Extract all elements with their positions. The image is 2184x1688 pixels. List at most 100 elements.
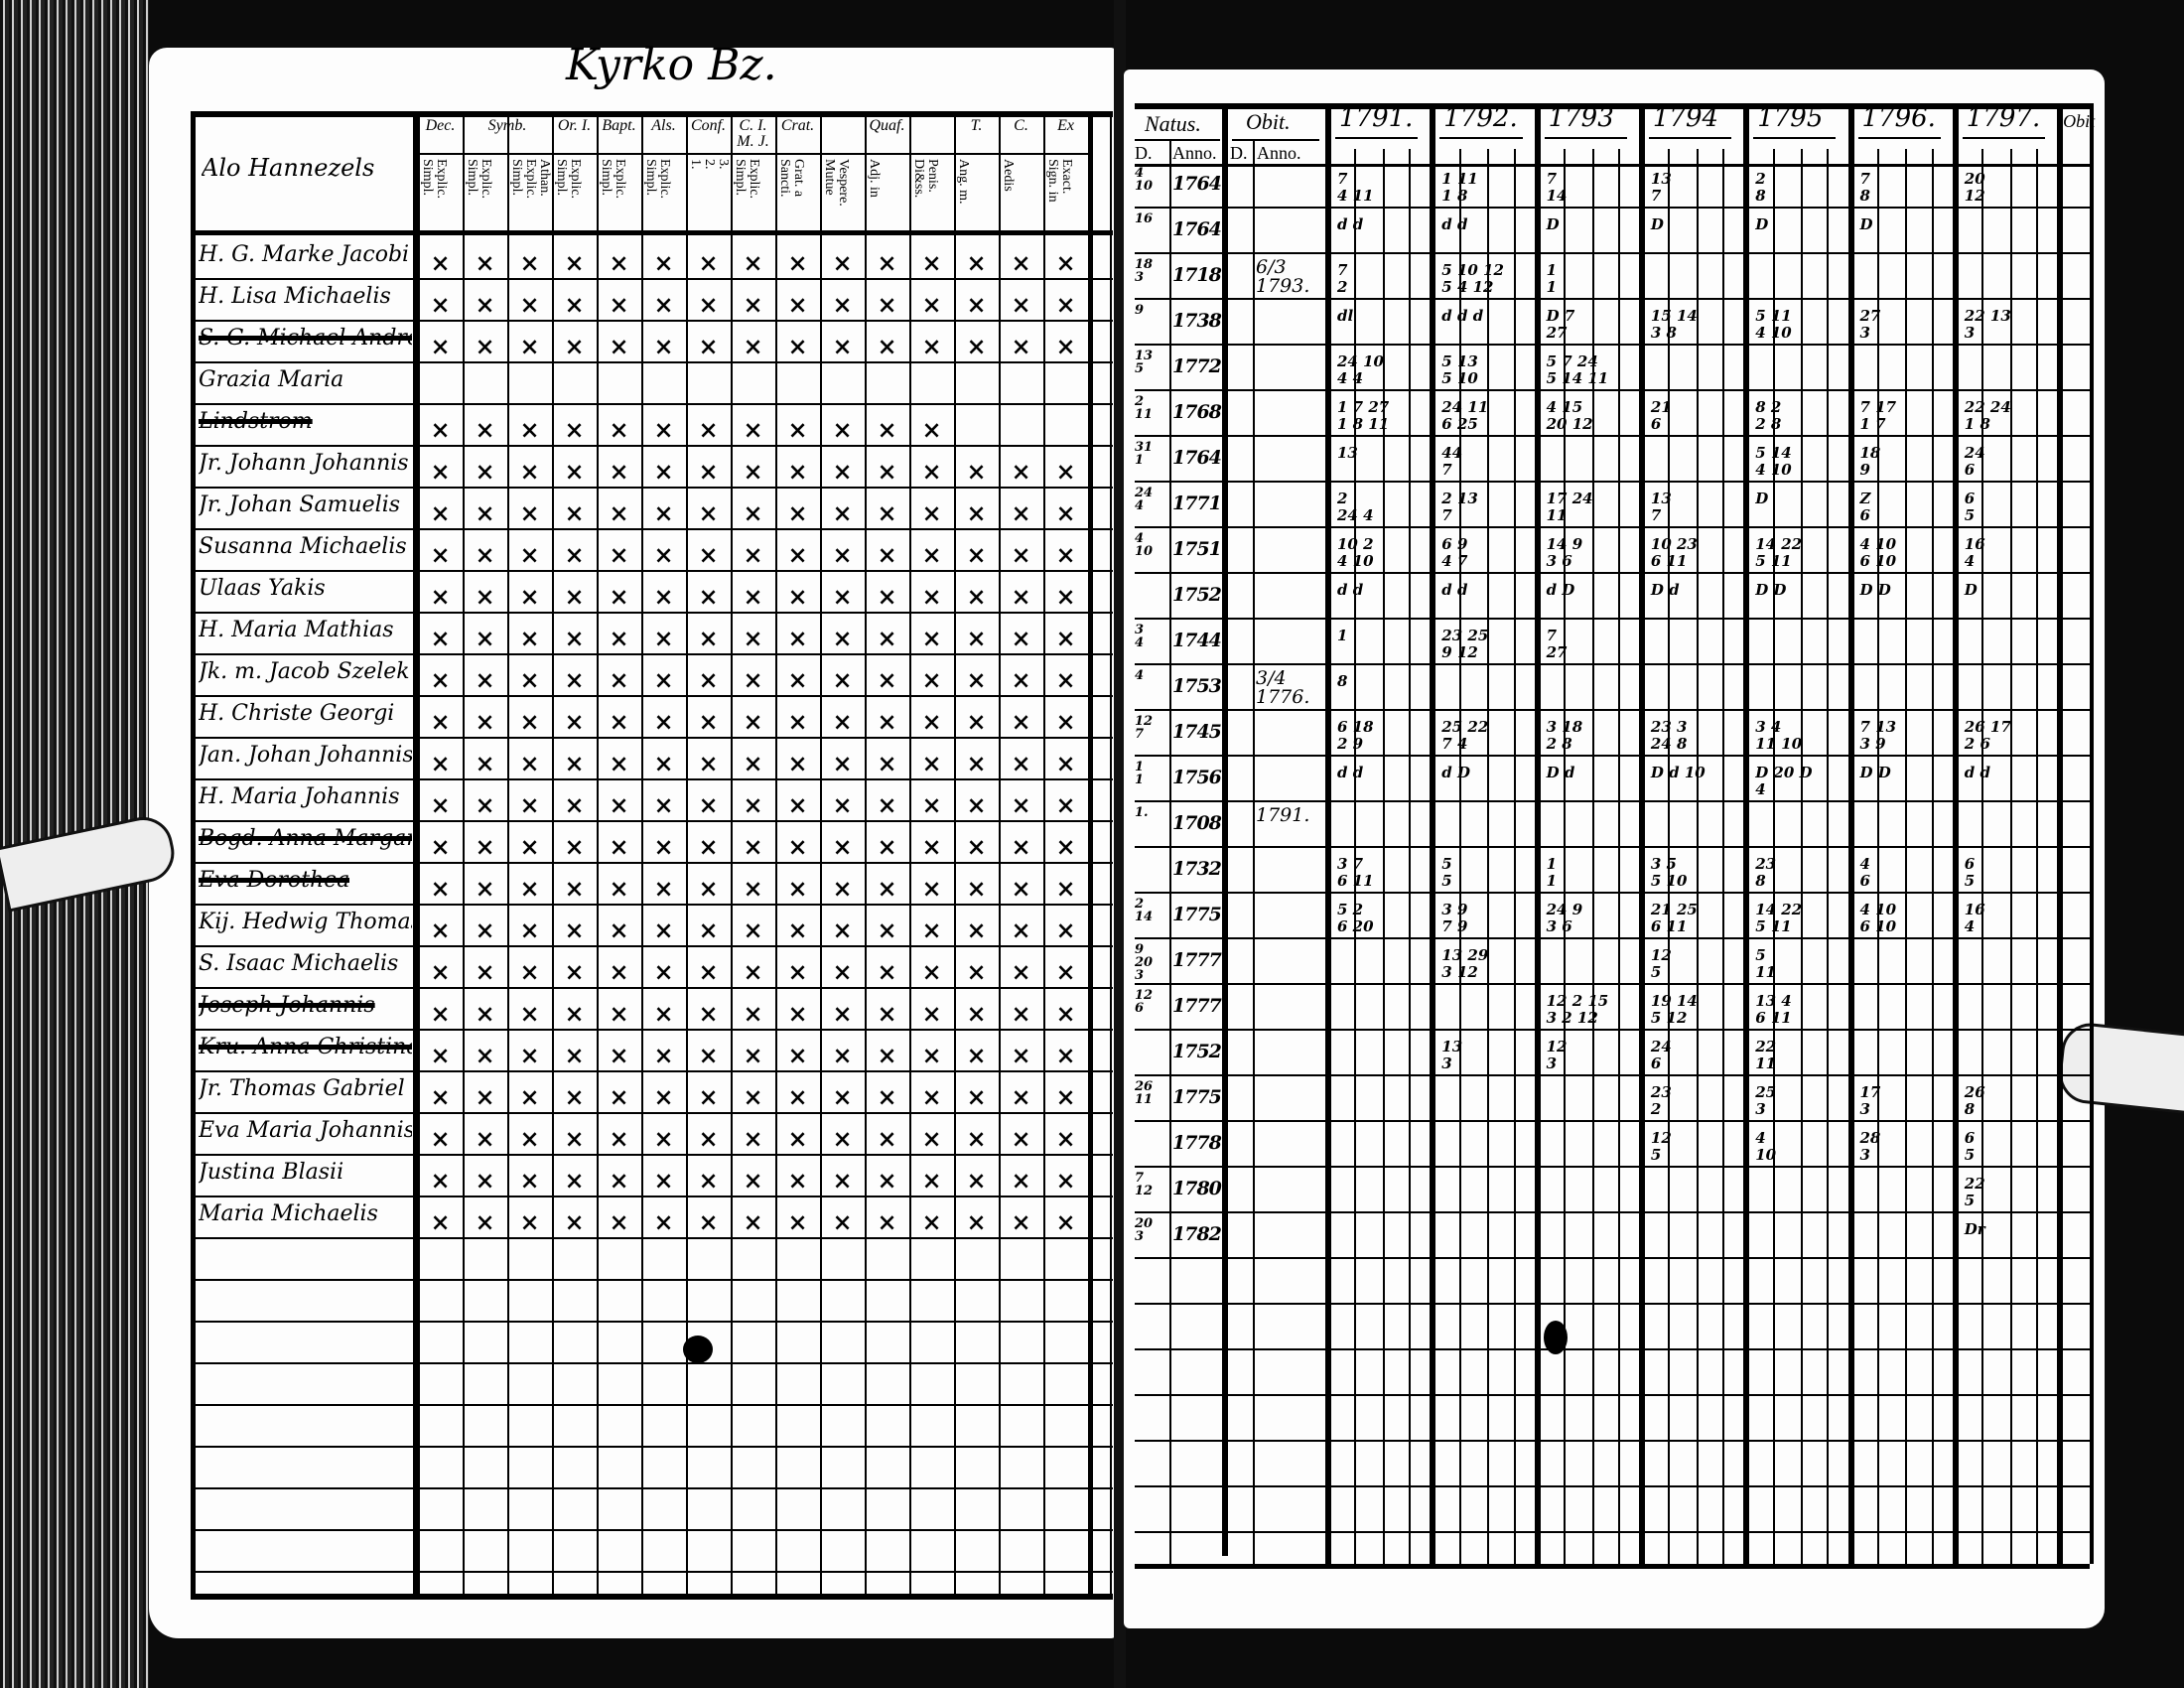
natus-underline (1135, 139, 1220, 141)
check-mark: × (743, 665, 763, 694)
year-entry: D (1964, 581, 1978, 599)
year-entry: 22 24 1 8 (1964, 398, 2011, 433)
natus-year: 1775. (1172, 1086, 1227, 1108)
check-mark: × (921, 790, 942, 819)
register-name: Kru. Anna Christina (199, 1035, 412, 1059)
check-mark: × (475, 582, 495, 611)
column-group-label: Bapt. (602, 117, 636, 134)
check-mark: × (564, 999, 585, 1028)
group-underline (418, 153, 1088, 155)
year-entry: 26 17 2 6 (1964, 718, 2011, 753)
check-mark: × (519, 248, 540, 277)
check-mark: × (832, 332, 853, 360)
natus-year: 1756. (1172, 767, 1227, 788)
check-mark: × (698, 874, 719, 903)
check-mark: × (832, 790, 853, 819)
check-column-rule (865, 111, 867, 1594)
check-mark: × (743, 749, 763, 777)
year-subcolumn-rule (1564, 149, 1567, 1564)
column-group-label: Conf. (690, 117, 727, 134)
natus-year: 1778. (1172, 1132, 1227, 1154)
check-mark: × (787, 332, 808, 360)
year-entry: d D (1546, 581, 1575, 599)
year-entry: dl (1337, 307, 1354, 325)
check-mark: × (1055, 332, 1076, 360)
check-mark: × (430, 290, 451, 319)
register-name: Jan. Johan Johannis (199, 743, 412, 768)
year-entry: 5 13 5 10 (1441, 352, 1478, 387)
check-mark: × (921, 832, 942, 861)
check-mark: × (430, 248, 451, 277)
check-mark: × (1011, 1124, 1031, 1153)
check-mark: × (653, 1207, 674, 1236)
check-mark: × (1055, 790, 1076, 819)
check-mark: × (743, 1207, 763, 1236)
row-rule (191, 1404, 1113, 1406)
check-mark: × (430, 1124, 451, 1153)
check-mark: × (966, 582, 987, 611)
year-entry: D D (1859, 764, 1891, 781)
check-mark: × (519, 957, 540, 986)
check-mark: × (832, 1041, 853, 1069)
check-mark: × (921, 290, 942, 319)
check-mark: × (698, 832, 719, 861)
check-mark: × (787, 957, 808, 986)
row-rule (1135, 207, 2090, 209)
check-mark: × (966, 874, 987, 903)
sub-column-label: Explic. Simpl. (554, 159, 583, 200)
register-name: Jk. m. Jacob Szelek (199, 659, 410, 684)
check-mark: × (609, 1207, 629, 1236)
check-mark: × (564, 832, 585, 861)
year-entry: 13 4 6 11 (1755, 992, 1792, 1027)
check-mark: × (564, 874, 585, 903)
check-mark: × (1011, 332, 1031, 360)
check-mark: × (966, 832, 987, 861)
year-entry: 4 15 20 12 (1546, 398, 1593, 433)
row-rule (1135, 709, 2090, 711)
natus-day: 3 4 (1135, 623, 1145, 650)
row-rule (191, 945, 1113, 947)
obit-column-rule (1222, 103, 1228, 1556)
row-rule (1135, 252, 2090, 254)
check-mark: × (475, 832, 495, 861)
year-entry: 7 4 11 (1337, 170, 1374, 205)
check-mark: × (1011, 1082, 1031, 1111)
row-rule (1135, 937, 2090, 939)
check-mark: × (743, 832, 763, 861)
check-mark: × (475, 790, 495, 819)
check-mark: × (430, 540, 451, 569)
check-column-rule (1110, 111, 1112, 1594)
check-mark: × (698, 457, 719, 486)
year-entry: 8 (1337, 672, 1348, 690)
natus-day: 12 7 (1135, 714, 1154, 742)
year-column-rule (1325, 103, 1331, 1564)
row-rule (191, 1029, 1113, 1031)
column-group-label: Symb. (487, 117, 527, 134)
natus-year: 1708. (1172, 812, 1227, 834)
check-mark: × (698, 915, 719, 944)
check-mark: × (743, 999, 763, 1028)
row-rule (191, 1487, 1113, 1489)
check-mark: × (609, 624, 629, 652)
year-entry: 24 6 (1964, 444, 1985, 479)
check-mark: × (564, 1041, 585, 1069)
natus-day: 4 (1135, 668, 1145, 683)
check-mark: × (787, 1041, 808, 1069)
check-mark: × (653, 1082, 674, 1111)
check-mark: × (519, 1207, 540, 1236)
sub-column-label: Explic. Simpl. (599, 159, 627, 200)
natus-day: 2 11 (1135, 394, 1154, 422)
check-mark: × (832, 1166, 853, 1195)
check-mark: × (698, 290, 719, 319)
row-rule (191, 1070, 1113, 1072)
row-rule (191, 612, 1113, 614)
year-entry: D d 10 (1650, 764, 1706, 781)
row-rule (191, 1196, 1113, 1197)
check-mark: × (787, 248, 808, 277)
year-entry: 3 5 5 10 (1650, 855, 1688, 890)
check-mark: × (609, 415, 629, 444)
check-mark: × (519, 498, 540, 527)
year-subcolumn-rule (2009, 149, 2012, 1564)
row-rule (1135, 572, 2090, 574)
right-page (1124, 70, 2105, 1628)
